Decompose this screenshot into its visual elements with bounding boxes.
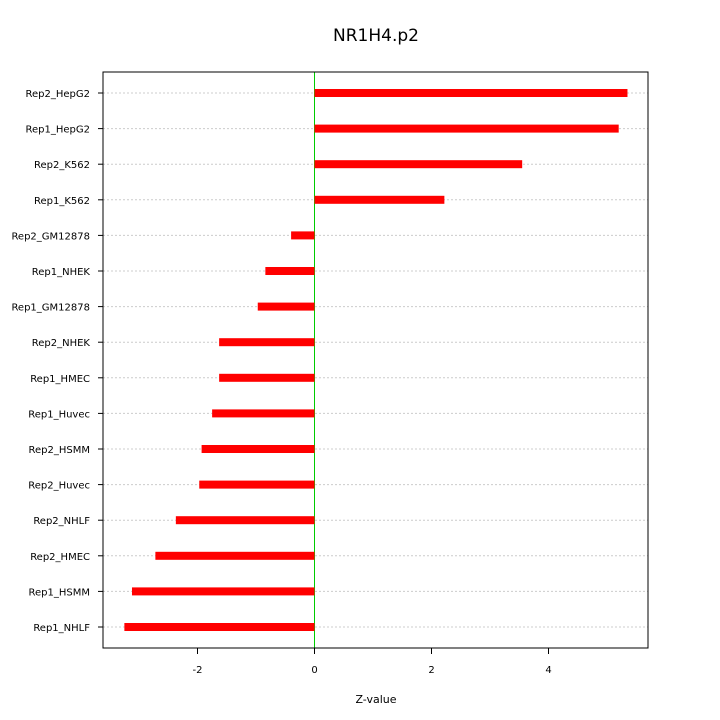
category-label: Rep2_Huvec xyxy=(28,481,90,492)
bar xyxy=(124,623,315,631)
bar xyxy=(175,516,315,525)
bar xyxy=(314,124,619,133)
category-label: Rep2_GM12878 xyxy=(11,231,90,242)
category-labels: Rep2_HepG2 Rep1_HepG2 Rep2_K562 Rep1_K562 Re… xyxy=(11,89,103,634)
category-label: Rep1_NHEK xyxy=(32,267,91,278)
bar xyxy=(201,445,315,453)
category-label: Rep1_HepG2 xyxy=(26,125,91,136)
category-label: Rep1_HMEC xyxy=(30,374,90,385)
category-label: Rep1_HSMM xyxy=(29,587,90,598)
bar xyxy=(219,338,315,347)
category-label: Rep2_HMEC xyxy=(30,552,90,563)
bar xyxy=(314,160,523,169)
bar xyxy=(212,409,315,418)
x-axis: -2 0 2 4 xyxy=(193,647,552,676)
bar xyxy=(314,195,445,204)
category-label: Rep2_NHLF xyxy=(33,516,90,527)
bar xyxy=(155,551,315,560)
x-tick-label: 0 xyxy=(311,665,317,676)
category-label: Rep1_GM12878 xyxy=(11,303,90,314)
x-axis-label: Z-value xyxy=(355,693,396,706)
category-label: Rep2_K562 xyxy=(34,160,90,171)
x-tick-label: 4 xyxy=(545,665,551,676)
x-tick-label: 2 xyxy=(428,665,434,676)
bars xyxy=(124,89,628,631)
category-label: Rep2_HSMM xyxy=(29,445,90,456)
bar xyxy=(265,267,315,275)
chart-title: NR1H4.p2 xyxy=(333,26,419,46)
category-label: Rep1_Huvec xyxy=(28,409,90,420)
bar xyxy=(314,89,628,97)
bar xyxy=(291,231,315,240)
x-tick-label: -2 xyxy=(193,665,203,676)
grid-lines xyxy=(103,92,648,628)
category-label: Rep1_NHLF xyxy=(33,623,90,634)
category-label: Rep1_K562 xyxy=(34,196,90,207)
bar xyxy=(199,480,315,489)
bar xyxy=(131,587,315,596)
bar xyxy=(219,373,315,382)
category-label: Rep2_NHEK xyxy=(32,338,91,349)
plot-frame xyxy=(102,71,649,649)
category-label: Rep2_HepG2 xyxy=(26,89,91,100)
bar xyxy=(257,302,315,311)
